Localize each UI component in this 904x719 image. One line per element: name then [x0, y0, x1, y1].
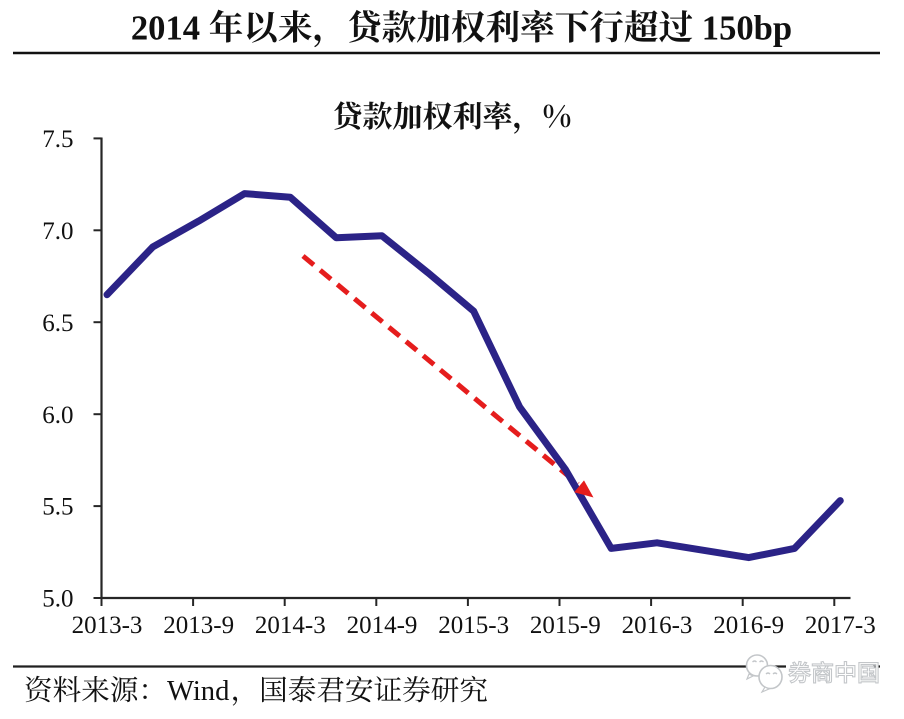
- svg-text:150bp: 150bp: [702, 10, 792, 48]
- svg-text:2014-3: 2014-3: [255, 612, 326, 639]
- svg-text:2014: 2014: [131, 10, 200, 48]
- svg-text:2016-9: 2016-9: [713, 612, 784, 639]
- svg-text:6.0: 6.0: [42, 402, 73, 429]
- svg-text:5.5: 5.5: [42, 494, 73, 521]
- svg-text:2013-3: 2013-3: [72, 612, 143, 639]
- svg-text:2017-3: 2017-3: [805, 612, 876, 639]
- svg-text:2015-9: 2015-9: [530, 612, 601, 639]
- svg-text:5.0: 5.0: [42, 586, 73, 613]
- svg-text:Wind: Wind: [167, 676, 229, 707]
- svg-text:2013-9: 2013-9: [163, 612, 234, 639]
- svg-text:7.0: 7.0: [42, 218, 73, 245]
- svg-text:2015-3: 2015-3: [438, 612, 509, 639]
- svg-text:7.5: 7.5: [42, 126, 73, 153]
- svg-text:6.5: 6.5: [42, 310, 73, 337]
- svg-text:2014-9: 2014-9: [347, 612, 418, 639]
- svg-text:2016-3: 2016-3: [622, 612, 693, 639]
